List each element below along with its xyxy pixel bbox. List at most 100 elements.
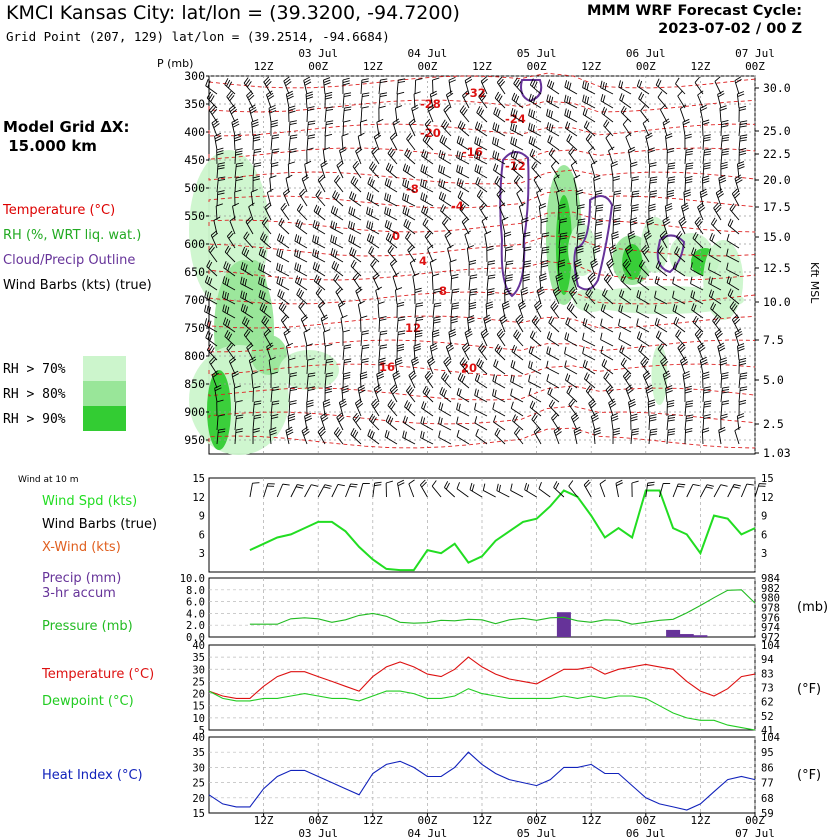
wind-barb-flag [681, 361, 689, 366]
wind-barb-flag [470, 288, 478, 291]
wind-barb-flag [572, 274, 579, 280]
wind-barb-flag [683, 121, 690, 126]
wind-barb-flag [343, 372, 351, 375]
wind-barb-flag [708, 262, 711, 270]
wind-barb-flag [531, 161, 536, 168]
wind-barb-flag [628, 146, 635, 151]
wind-barb-flag [206, 305, 209, 313]
wind-barb-flag [252, 427, 260, 431]
wind-barb-flag [565, 317, 569, 324]
wind-barb-flag [484, 230, 492, 235]
wind-barb-flag [621, 290, 625, 298]
wind-barb-flag [516, 188, 523, 194]
y-tick-label: 8.0 [186, 585, 205, 597]
y-tick-label: 6 [199, 529, 205, 541]
wind-barb-flag [342, 329, 350, 333]
wind-barb-flag [407, 403, 412, 411]
wind-barb-flag [224, 78, 229, 85]
y-tick-label: 104 [761, 732, 780, 744]
wind-barb-flag [313, 274, 318, 282]
wind-barb-flag [701, 361, 708, 366]
wind-barb-flag [700, 359, 708, 364]
wind-barb-flag [494, 123, 498, 131]
wind-barb-flag [376, 373, 384, 378]
wind-barb-flag [334, 275, 340, 282]
wind-barb-flag [551, 160, 557, 167]
wind-barb-flag [211, 108, 218, 115]
wind-barb-flag [591, 415, 599, 420]
wind-barb [642, 123, 650, 137]
wind-barb-flag [414, 287, 422, 291]
wind-barb-flag [339, 149, 347, 154]
wind-barb-flag [379, 344, 388, 347]
wind-barb-flag [305, 343, 313, 347]
wind-barb-flag [461, 216, 468, 223]
wind-barb-flag [408, 118, 415, 124]
wind-barb-flag [208, 244, 214, 252]
wind-barb-flag [631, 430, 639, 433]
wind-barb-flag [717, 193, 724, 198]
wind-barb-flag [465, 330, 472, 336]
wind-barb-flag [600, 94, 604, 102]
wind-barb-flag [657, 80, 662, 87]
wind-barb-flag [564, 360, 567, 368]
wind-barb-flag [628, 149, 636, 154]
wind-barb-flag [608, 388, 614, 395]
wind-barb-flag [262, 317, 268, 324]
wind-barb-flag [492, 136, 495, 144]
wind-barb [582, 339, 596, 347]
wind-barb-flag [516, 333, 522, 340]
wind-barb-flag [389, 417, 394, 425]
wind-barb-flag [481, 216, 489, 222]
wind-barb-flag [612, 430, 620, 433]
wind-barb-flag [474, 388, 477, 396]
wind-barb-flag [528, 93, 532, 101]
wind-barb-flag [503, 305, 510, 310]
wind-barb-flag [552, 286, 559, 292]
wind-barb-flag [568, 110, 572, 118]
wind-barb-flag [279, 234, 283, 242]
isotherm [208, 169, 756, 185]
wind-barb-flag [643, 248, 650, 255]
wind-barb-flag [261, 234, 266, 241]
wind-barb-flag [245, 306, 248, 314]
wind-barb-flag [487, 288, 495, 291]
wind-barb-flag [443, 356, 449, 363]
wind-barb-flag [384, 219, 388, 227]
wind-barb-flag [335, 193, 340, 201]
wind-barb-flag [397, 80, 406, 84]
wind-barb-flag [411, 359, 419, 364]
wind-barb-flag [513, 346, 518, 354]
isotherm [208, 123, 756, 137]
wind-barb-flag [474, 121, 479, 129]
wind-barb-flag [351, 192, 355, 200]
wind-barb-flag [655, 260, 660, 268]
wind-barb-flag [514, 79, 520, 86]
wind-barb-flag [402, 415, 406, 423]
wind-barb-flag [556, 275, 563, 280]
wind-barb-flag [739, 399, 747, 403]
wind-barb-flag [740, 120, 748, 123]
wind-barb-flag [476, 358, 481, 365]
wind-barb [636, 311, 650, 319]
wind-barb-flag [720, 484, 728, 487]
wind-barb-flag [485, 301, 493, 305]
wind-barb-flag [355, 286, 362, 292]
wind-barb-flag [432, 334, 440, 338]
wind-barb-flag [655, 330, 660, 338]
wind-barb-flag [244, 292, 248, 300]
wind-barb-flag [558, 203, 566, 207]
wind-barb-flag [423, 402, 427, 410]
wind-barb [474, 409, 488, 417]
y-tick-label: 25 [192, 778, 205, 790]
wind-barb [493, 421, 506, 431]
wind-barb-flag [533, 317, 539, 324]
wind-barb-flag [638, 344, 643, 351]
pressure-tick-label: 500 [184, 181, 205, 195]
wind-barb-flag [229, 95, 235, 102]
wind-barb-flag [684, 136, 692, 139]
wind-barb-flag [355, 398, 362, 404]
wind-barb-flag [348, 234, 351, 242]
wind-barb-flag [739, 377, 747, 380]
wind-barb-flag [236, 165, 244, 168]
